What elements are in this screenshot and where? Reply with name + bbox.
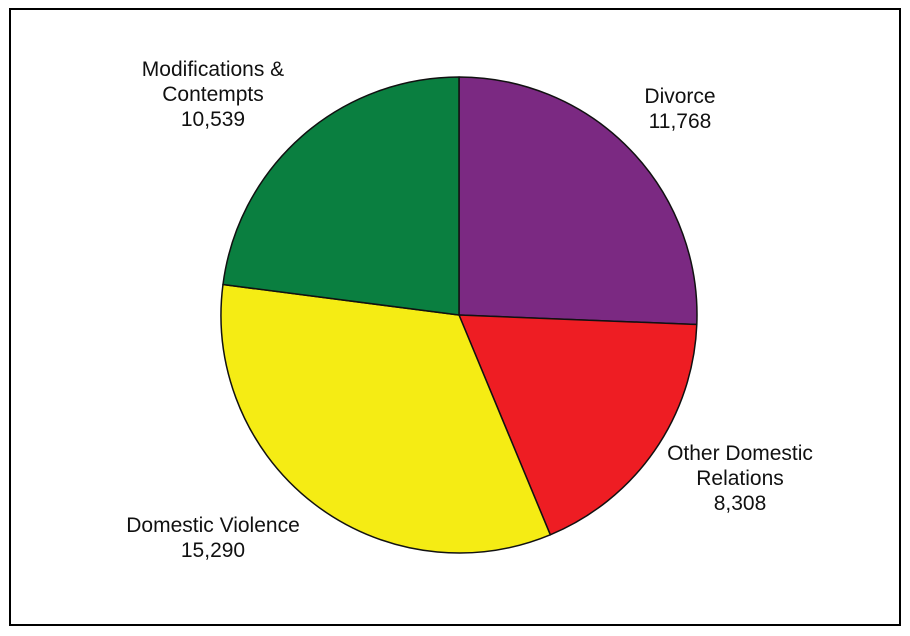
- slice-name: Divorce: [644, 85, 715, 108]
- pie-slice-modifications-contempts: [222, 76, 460, 316]
- slice-label: Other Domestic Relations 8,308: [667, 442, 813, 515]
- pie-slice-domestic-violence: [220, 283, 552, 554]
- slice-value: 11,768: [649, 110, 712, 133]
- slice-name: Modifications &: [142, 58, 284, 81]
- slice-label: Modifications & Contempts 10,539: [142, 58, 284, 131]
- slice-labels: Divorce 11,768 Other Domestic Relations 8,30…: [126, 58, 813, 562]
- slice-name: Domestic Violence: [126, 514, 300, 537]
- slice-value: 15,290: [181, 539, 245, 562]
- slice-label: Domestic Violence 15,290: [126, 514, 300, 562]
- slice-value: 10,539: [181, 108, 245, 131]
- slice-name: Contempts: [162, 83, 264, 106]
- pie-slices: [220, 76, 698, 554]
- slice-name: Other Domestic: [667, 442, 813, 465]
- slice-label: Divorce 11,768: [644, 85, 715, 133]
- slice-value: 8,308: [714, 492, 767, 515]
- pie-slice-divorce: [458, 76, 698, 326]
- slice-name: Relations: [696, 467, 784, 490]
- pie-slice-other-domestic-relations: [458, 314, 698, 536]
